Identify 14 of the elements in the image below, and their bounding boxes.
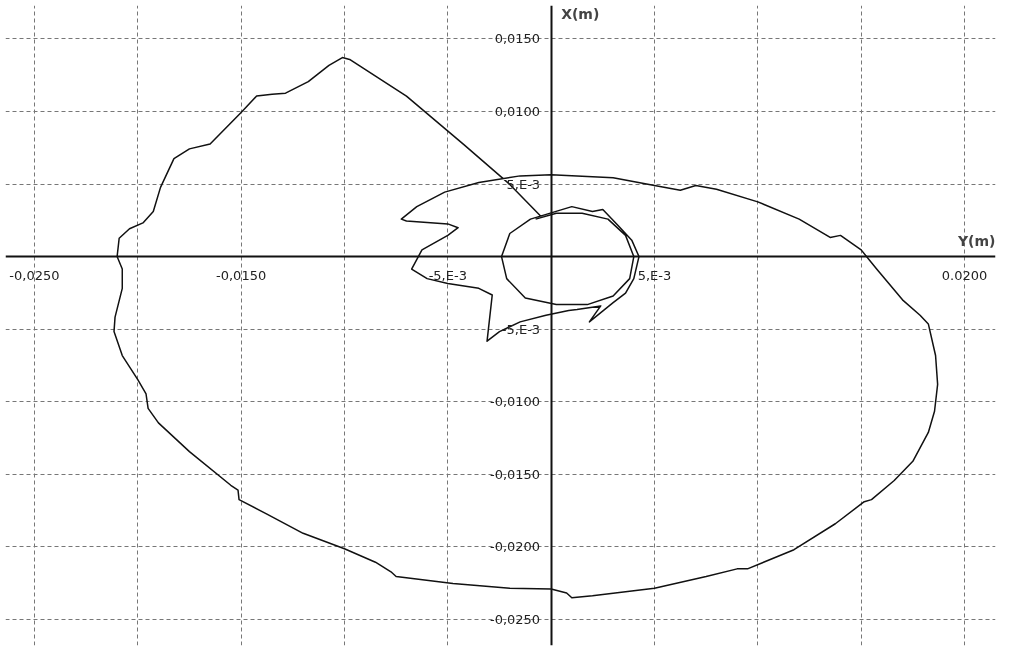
y-tick-label: 0,0150: [494, 31, 541, 47]
y-tick-label: 0,0100: [494, 103, 541, 119]
y-tick-label: -0,0250: [489, 611, 541, 627]
x-axis-title: Y(m): [956, 232, 996, 249]
x-tick-label: -0,0250: [9, 267, 60, 283]
y-axis-title: X(m): [561, 5, 600, 22]
y-tick-label: -0,0150: [489, 466, 541, 482]
y-tick-label: -5,E-3: [501, 321, 541, 337]
x-tick-label: -0,0150: [216, 267, 267, 283]
x-tick-label: 0.0200: [941, 267, 988, 283]
x-tick-label: 5,E-3: [637, 267, 672, 283]
y-tick-label: -0,0100: [489, 394, 541, 410]
y-tick-label: -0,0200: [489, 539, 541, 555]
x-tick-label: -5,E-3: [428, 267, 467, 283]
